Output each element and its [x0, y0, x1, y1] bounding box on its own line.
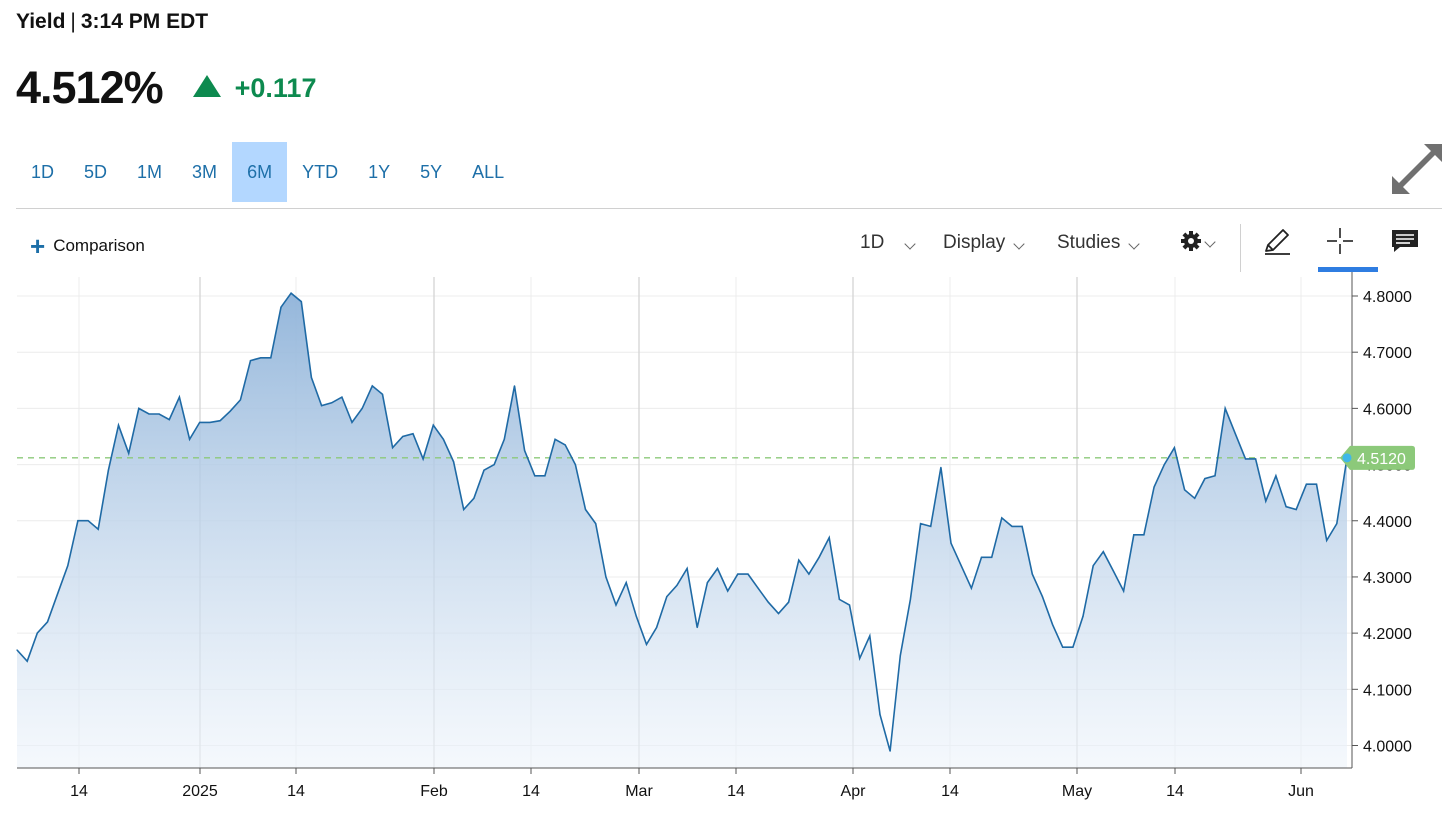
y-axis-ticks: 4.80004.70004.60004.50004.40004.30004.20…	[1352, 289, 1412, 756]
x-tick-label: 2025	[182, 783, 218, 800]
change-value: +0.117	[234, 72, 317, 103]
comparison-label: Comparison	[53, 236, 145, 255]
x-tick-label: 14	[522, 783, 540, 800]
crosshair-icon[interactable]	[1325, 226, 1355, 256]
comparison-button[interactable]: + Comparison	[30, 231, 145, 261]
tool-separator	[1240, 224, 1241, 272]
y-tick-label: 4.0000	[1363, 739, 1412, 756]
chevron-down-icon	[1204, 236, 1216, 248]
chevron-down-icon	[1128, 238, 1141, 250]
x-tick-label: 14	[727, 783, 745, 800]
range-tab-3m[interactable]: 3M	[192, 162, 218, 182]
range-tab-ytd[interactable]: YTD	[302, 162, 339, 182]
change-indicator: +0.117	[192, 72, 317, 104]
y-tick-label: 4.1000	[1363, 682, 1412, 699]
x-tick-label: 14	[941, 783, 959, 800]
title-separator: |	[70, 10, 76, 33]
range-selector: 1D 5D 1M 3M 6M YTD 1Y 5Y ALL	[16, 142, 519, 202]
x-tick-label: 14	[70, 783, 88, 800]
range-tab-6m[interactable]: 6M	[232, 142, 288, 202]
toolbar-divider	[16, 208, 1442, 209]
interval-label: 1D	[860, 232, 885, 253]
title-label: Yield	[16, 10, 66, 33]
x-axis-ticks: 14 2025 14 Feb 14 Mar 14 Apr 14 May 14 Jun	[70, 768, 1314, 800]
y-tick-label: 4.7000	[1363, 345, 1412, 362]
chevron-down-icon	[904, 238, 916, 250]
title-time: 3:14 PM EDT	[80, 10, 209, 33]
x-tick-label: Jun	[1288, 783, 1314, 800]
active-tool-underline	[1318, 267, 1378, 272]
range-tab-all[interactable]: ALL	[472, 162, 505, 182]
settings-dropdown[interactable]	[1180, 230, 1216, 252]
range-tab-1y[interactable]: 1Y	[368, 162, 391, 182]
display-label: Display	[943, 232, 1006, 253]
up-arrow-icon	[192, 75, 221, 97]
x-tick-label: 14	[287, 783, 305, 800]
plus-icon: +	[30, 231, 46, 261]
range-tab-5d[interactable]: 5D	[84, 162, 108, 182]
yield-value: 4.512%	[16, 62, 164, 113]
chevron-down-icon	[1013, 238, 1025, 250]
quote-row: 4.512% +0.117	[16, 60, 316, 116]
yield-line	[16, 292, 1348, 752]
x-tick-label: May	[1062, 783, 1092, 800]
y-tick-label: 4.3000	[1363, 570, 1412, 587]
x-tick-label: Apr	[841, 783, 867, 800]
last-price-badge: 4.5120	[1340, 445, 1415, 470]
yield-chart[interactable]: 4.80004.70004.60004.50004.40004.30004.20…	[0, 272, 1456, 824]
last-price-badge-bg	[1340, 445, 1415, 470]
page-title: Yield | 3:14 PM EDT	[16, 10, 208, 34]
x-tick-label: 14	[1166, 783, 1184, 800]
display-dropdown[interactable]: Display	[943, 232, 1025, 254]
studies-label: Studies	[1057, 232, 1121, 253]
gear-icon	[1181, 231, 1201, 251]
last-price-dot	[1342, 453, 1352, 463]
studies-dropdown[interactable]: Studies	[1057, 232, 1141, 254]
last-price-label: 4.5120	[1357, 451, 1406, 468]
area-fill	[17, 293, 1347, 768]
x-tick-label: Mar	[625, 783, 653, 800]
range-tab-1d[interactable]: 1D	[31, 162, 55, 182]
y-tick-label: 4.2000	[1363, 626, 1412, 643]
range-tab-5y[interactable]: 5Y	[420, 162, 443, 182]
y-tick-label: 4.4000	[1363, 514, 1412, 531]
comment-icon[interactable]	[1390, 226, 1420, 256]
y-tick-label: 4.6000	[1363, 401, 1412, 418]
pencil-icon[interactable]	[1262, 226, 1292, 256]
range-tab-1m[interactable]: 1M	[137, 162, 163, 182]
expand-icon[interactable]	[1390, 142, 1444, 194]
interval-dropdown[interactable]: 1D	[860, 232, 916, 254]
y-tick-label: 4.8000	[1363, 289, 1412, 306]
x-tick-label: Feb	[420, 783, 448, 800]
